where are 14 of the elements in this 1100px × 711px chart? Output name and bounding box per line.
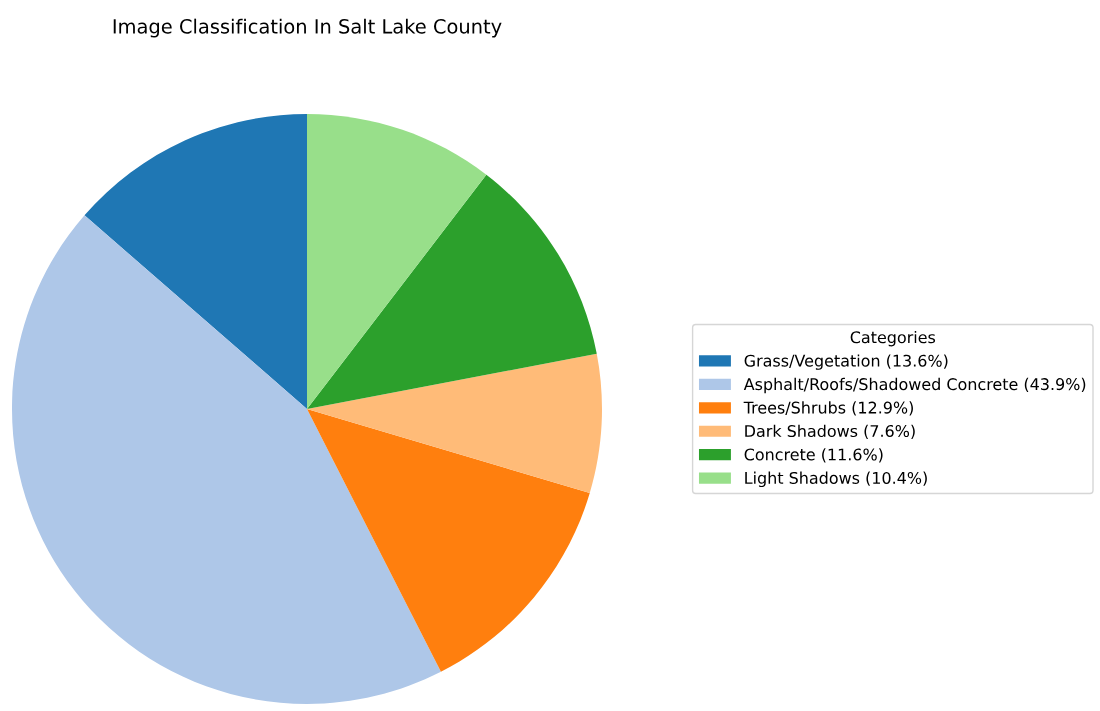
legend-label: Dark Shadows (7.6%) bbox=[745, 424, 915, 439]
pie-slice bbox=[307, 114, 487, 409]
legend-label: Light Shadows (10.4%) bbox=[745, 471, 927, 488]
pie-slice bbox=[307, 409, 590, 672]
pie-slice bbox=[307, 353, 602, 494]
legend-label: Concrete (11.6%) bbox=[744, 448, 883, 463]
legend-title: Categories bbox=[850, 330, 936, 347]
chart-title: Image Classification In Salt Lake County bbox=[113, 18, 502, 38]
legend-label: Grass/Vegetation (13.6%) bbox=[744, 354, 948, 370]
legend-label: Trees/Shrubs (12.9%) bbox=[743, 401, 913, 416]
legend-label: Asphalt/Roofs/Shadowed Concrete (43.9%) bbox=[743, 377, 1086, 394]
pie-slice bbox=[84, 114, 307, 409]
pie-slice bbox=[307, 174, 597, 409]
pie-slice bbox=[12, 215, 441, 704]
